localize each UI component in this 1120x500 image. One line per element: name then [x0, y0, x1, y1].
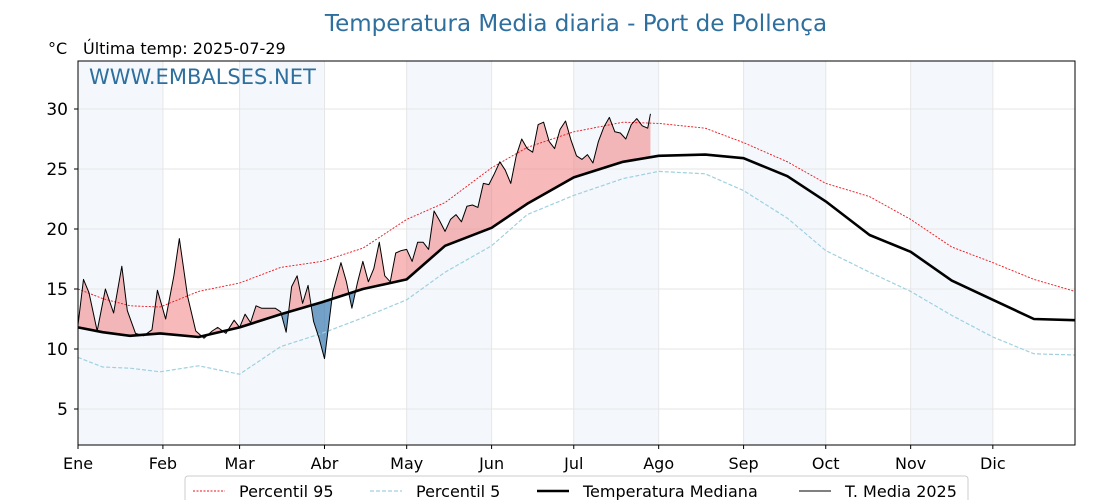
y-tick-label: 20	[46, 220, 68, 240]
p95-line	[77, 121, 1076, 308]
watermark: WWW.EMBALSES.NET	[89, 65, 316, 89]
anomaly-fills	[78, 113, 651, 359]
x-tick-label: Dic	[980, 454, 1006, 473]
below-median-fill	[312, 292, 333, 359]
x-axis: Ene Feb Mar Abr May Jun Jul Ago Sep Oct Nov Dic	[63, 445, 1006, 473]
y-tick-label: 15	[46, 280, 68, 300]
x-tick-label: May	[390, 454, 423, 473]
x-tick-label: Jun	[478, 454, 504, 473]
month-band-ene	[78, 61, 163, 445]
legend-year-label: T. Media 2025	[844, 482, 957, 500]
last-temp-label: Última temp: 2025-07-29	[83, 39, 286, 58]
above-median-fill	[146, 238, 203, 337]
x-tick-label: Oct	[812, 454, 840, 473]
median-line	[77, 153, 1076, 339]
x-tick-label: Abr	[311, 454, 339, 473]
series-lines	[77, 113, 1076, 375]
chart-title: Temperatura Media diaria - Port de Polle…	[324, 11, 827, 37]
legend-p95-label: Percentil 95	[239, 482, 334, 500]
month-band-nov	[910, 61, 993, 445]
x-tick-label: Ago	[643, 454, 674, 473]
month-band-mar	[239, 61, 325, 445]
x-tick-label: Jul	[563, 454, 583, 473]
above-median-fill	[228, 305, 283, 330]
y-tick-label: 5	[57, 400, 68, 420]
month-bands	[78, 61, 993, 445]
x-tick-label: Ene	[63, 454, 93, 473]
legend: Percentil 95 Percentil 5 Temperatura Med…	[184, 475, 969, 500]
y-axis: 5 10 15 20 25 30	[46, 100, 78, 420]
x-tick-label: Nov	[895, 454, 926, 473]
y-tick-label: 25	[46, 160, 68, 180]
y-tick-label: 10	[46, 340, 68, 360]
plot-frame	[77, 60, 1076, 446]
y-tick-label: 30	[46, 100, 68, 120]
year-2025-line	[77, 113, 651, 360]
x-tick-label: Sep	[729, 454, 759, 473]
legend-median-label: Temperatura Mediana	[582, 482, 758, 500]
above-median-fill	[356, 113, 651, 292]
x-tick-label: Feb	[149, 454, 177, 473]
above-median-fill	[332, 262, 350, 299]
y-unit-label: °C	[48, 39, 67, 58]
legend-p5-label: Percentil 5	[416, 482, 500, 500]
month-band-sep	[743, 61, 826, 445]
month-band-jul	[573, 61, 659, 445]
below-median-fill	[282, 309, 289, 333]
p5-line	[77, 170, 1076, 375]
x-tick-label: Mar	[225, 454, 256, 473]
legend-box	[184, 475, 969, 500]
